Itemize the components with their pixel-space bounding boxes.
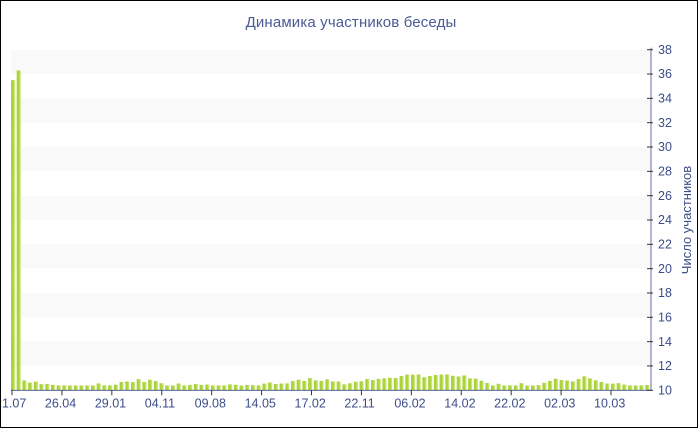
svg-text:24: 24	[658, 213, 672, 227]
svg-text:12: 12	[658, 359, 672, 373]
svg-text:14.02: 14.02	[444, 396, 475, 410]
svg-text:26: 26	[658, 189, 672, 203]
svg-text:18: 18	[658, 286, 672, 300]
svg-text:29.01: 29.01	[95, 396, 126, 410]
svg-text:16: 16	[658, 311, 672, 325]
svg-text:30: 30	[658, 140, 672, 154]
svg-text:02.03: 02.03	[544, 396, 575, 410]
svg-text:17.02: 17.02	[295, 396, 326, 410]
svg-text:22.11: 22.11	[344, 396, 374, 410]
svg-text:22: 22	[658, 238, 672, 252]
svg-text:20: 20	[658, 262, 672, 276]
svg-text:14: 14	[658, 335, 672, 349]
svg-text:34: 34	[658, 92, 672, 106]
svg-text:21.07: 21.07	[1, 396, 26, 410]
svg-text:26.04: 26.04	[45, 396, 76, 410]
svg-text:10.03: 10.03	[594, 396, 625, 410]
svg-text:32: 32	[658, 116, 672, 130]
svg-text:22.02: 22.02	[494, 396, 525, 410]
svg-text:38: 38	[658, 43, 672, 57]
svg-text:14.05: 14.05	[245, 396, 276, 410]
svg-text:Число участников: Число участников	[679, 166, 694, 274]
svg-text:06.02: 06.02	[394, 396, 425, 410]
svg-text:04.11: 04.11	[145, 396, 175, 410]
svg-text:36: 36	[658, 67, 672, 81]
svg-text:09.08: 09.08	[195, 396, 226, 410]
svg-text:10: 10	[658, 384, 672, 398]
svg-text:28: 28	[658, 165, 672, 179]
